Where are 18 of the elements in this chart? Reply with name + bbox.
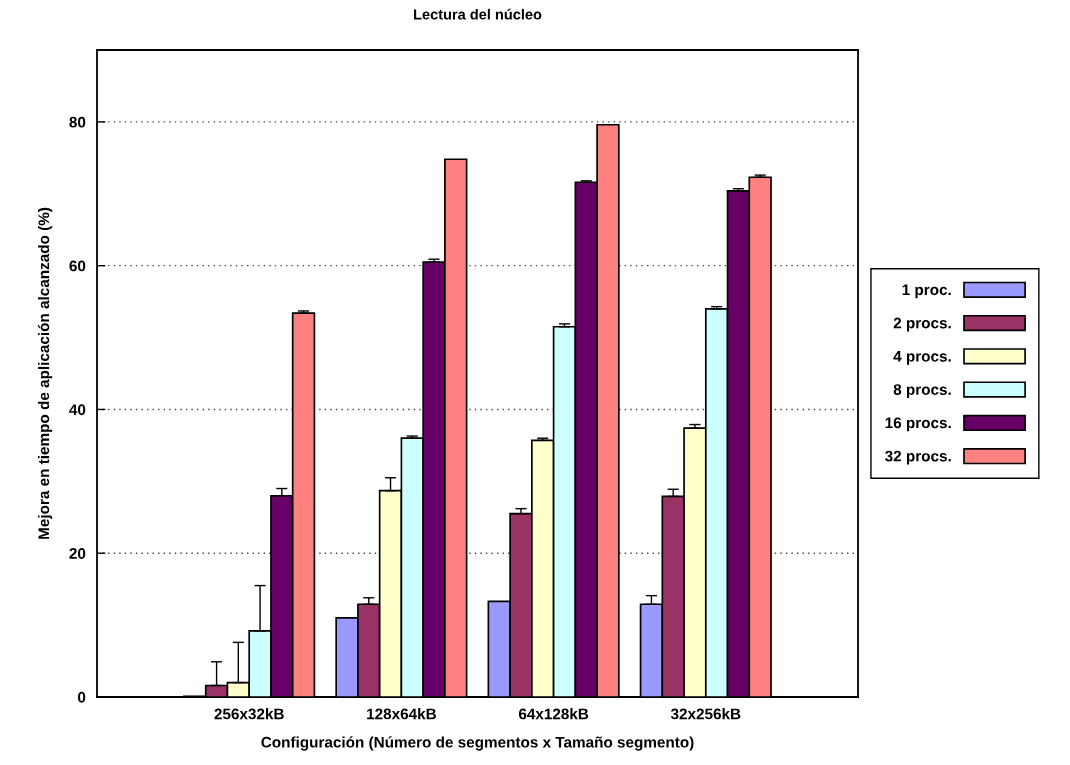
legend-label: 2 procs.: [893, 317, 951, 332]
legend-label: 32 procs.: [885, 450, 951, 465]
x-tick-label: 64x128kB: [518, 708, 589, 720]
legend-label: 4 procs.: [893, 351, 951, 365]
y-tick-label: 40: [69, 404, 86, 416]
chart-title: Lectura del núcleo: [414, 8, 542, 20]
legend-label: 1 proc.: [902, 284, 951, 299]
x-tick-label: 32x256kB: [670, 708, 741, 720]
y-tick-label: 80: [69, 116, 86, 128]
x-tick-label: 128x64kB: [367, 708, 436, 720]
y-axis-title: Mejora en tiempo de aplicación alcanzado (%): [37, 207, 53, 539]
y-tick-label: 20: [69, 548, 86, 559]
legend-label: 16 procs.: [885, 417, 951, 432]
y-tick-label: 0: [78, 691, 86, 703]
legend-label: 8 procs.: [893, 384, 951, 398]
x-axis-title: Configuración (Número de segmentos x Tamaño segmento): [261, 736, 694, 751]
y-tick-label: 60: [69, 260, 86, 272]
x-tick-label: 256x32kB: [214, 708, 284, 720]
